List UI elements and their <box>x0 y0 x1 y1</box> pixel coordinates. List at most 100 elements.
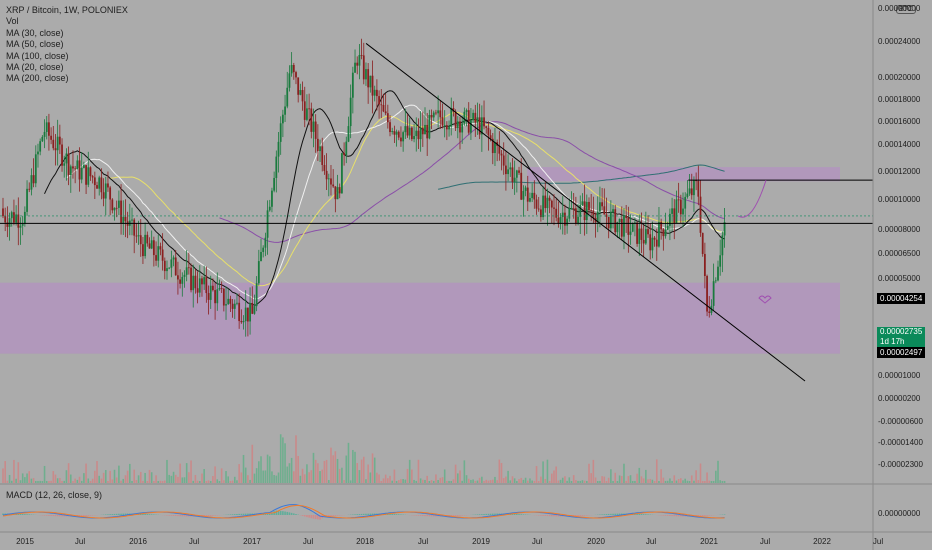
volume-bar <box>496 480 498 483</box>
candle-body <box>216 289 219 304</box>
candle-body <box>391 131 394 133</box>
candle-body <box>323 165 326 171</box>
legend-ma20[interactable]: MA (20, close) <box>6 62 64 73</box>
macd-histogram-bar <box>277 510 280 515</box>
legend-ma100[interactable]: MA (100, close) <box>6 50 69 61</box>
macd-histogram-bar <box>520 514 523 515</box>
volume-bar <box>214 466 216 483</box>
candle-body <box>354 62 356 73</box>
volume-bar <box>426 475 428 483</box>
x-tick-label: Jul <box>302 537 314 546</box>
macd-legend[interactable]: MACD (12, 26, close, 9) <box>6 490 103 500</box>
legend-ma50[interactable]: MA (50, close) <box>6 39 64 50</box>
candle-body <box>218 288 221 290</box>
macd-histogram-bar <box>43 515 46 516</box>
candle-body <box>157 246 160 261</box>
candle-body <box>120 200 122 224</box>
candle-body <box>653 237 656 240</box>
volume-bar <box>249 479 251 483</box>
legend-ma30[interactable]: MA (30, close) <box>6 27 64 38</box>
candle-body <box>454 111 457 129</box>
volume-bar <box>522 479 525 483</box>
candle-body <box>443 125 446 126</box>
volume-bar <box>264 470 267 483</box>
macd-histogram-bar <box>457 515 459 516</box>
candle-body <box>80 167 83 180</box>
macd-histogram-bar <box>662 515 665 516</box>
candle-body <box>491 138 494 154</box>
volume-bar <box>688 481 691 483</box>
volume-bar <box>115 477 118 483</box>
macd-histogram-bar <box>367 513 369 515</box>
legend-ma200[interactable]: MA (200, close) <box>6 73 69 84</box>
macd-histogram-bar <box>544 515 547 516</box>
candle-body <box>67 153 70 175</box>
volume-bar <box>203 469 205 483</box>
macd-histogram-bar <box>706 515 708 516</box>
macd-histogram-bar <box>80 515 83 517</box>
volume-bar <box>102 472 105 483</box>
volume-bar <box>94 470 96 483</box>
candle-body <box>658 221 660 247</box>
volume-bar <box>669 478 671 483</box>
candle-body <box>74 168 77 170</box>
volume-bar <box>345 455 348 483</box>
volume-bar <box>607 477 610 483</box>
candle-body <box>179 279 182 284</box>
macd-histogram-bar <box>369 513 372 515</box>
x-tick-label: 2016 <box>129 537 147 546</box>
candle-body <box>500 153 503 156</box>
descending-trendline <box>365 43 806 382</box>
volume-bar <box>142 480 144 483</box>
candle-body <box>240 321 243 323</box>
volume-bar <box>87 478 90 483</box>
candle-body <box>601 202 604 207</box>
volume-bar <box>273 474 275 483</box>
volume-bar <box>286 466 289 483</box>
volume-bar <box>408 459 411 483</box>
macd-histogram-bar <box>295 514 297 515</box>
volume-bar <box>83 473 85 483</box>
volume-bar <box>489 480 492 483</box>
candle-body <box>362 55 365 80</box>
candle-body <box>502 155 505 166</box>
macd-histogram-bar <box>618 513 621 515</box>
volume-bar <box>647 479 649 483</box>
candle-body <box>124 216 127 222</box>
macd-histogram-bar <box>271 512 273 515</box>
candle-body <box>529 198 531 202</box>
candle-body <box>325 170 328 180</box>
volume-bar <box>32 478 35 483</box>
volume-bar <box>39 480 41 483</box>
volume-bar <box>59 477 61 483</box>
volume-bar <box>634 480 636 483</box>
y-tick-label: 0.00008000 <box>878 225 921 234</box>
volume-bar <box>603 476 606 483</box>
volume-bar <box>367 464 369 483</box>
volume-bar <box>601 476 603 483</box>
legend-vol[interactable]: Vol <box>6 16 19 27</box>
candle-body <box>343 153 345 156</box>
candle-body <box>236 302 238 304</box>
macd-histogram-bar <box>697 515 700 517</box>
volume-bar <box>524 477 527 483</box>
candle-body <box>402 132 405 142</box>
volume-bar <box>432 480 435 483</box>
volume-bar <box>655 459 658 483</box>
currency-badge[interactable]: BTC <box>896 5 916 14</box>
symbol-title[interactable]: XRP / Bitcoin, 1W, POLONIEX <box>6 5 128 15</box>
volume-bar <box>397 480 400 483</box>
volume-bar <box>586 480 588 483</box>
candle-body <box>684 196 687 209</box>
volume-bar <box>653 480 656 483</box>
volume-bar <box>664 480 667 483</box>
volume-bar <box>236 480 238 483</box>
candle-body <box>212 285 214 291</box>
volume-bar <box>111 479 114 483</box>
macd-histogram-bar <box>551 515 553 517</box>
volume-bar <box>415 480 418 483</box>
macd-histogram-bar <box>553 515 555 517</box>
macd-histogram-bar <box>179 515 181 517</box>
volume-bar <box>362 456 365 483</box>
